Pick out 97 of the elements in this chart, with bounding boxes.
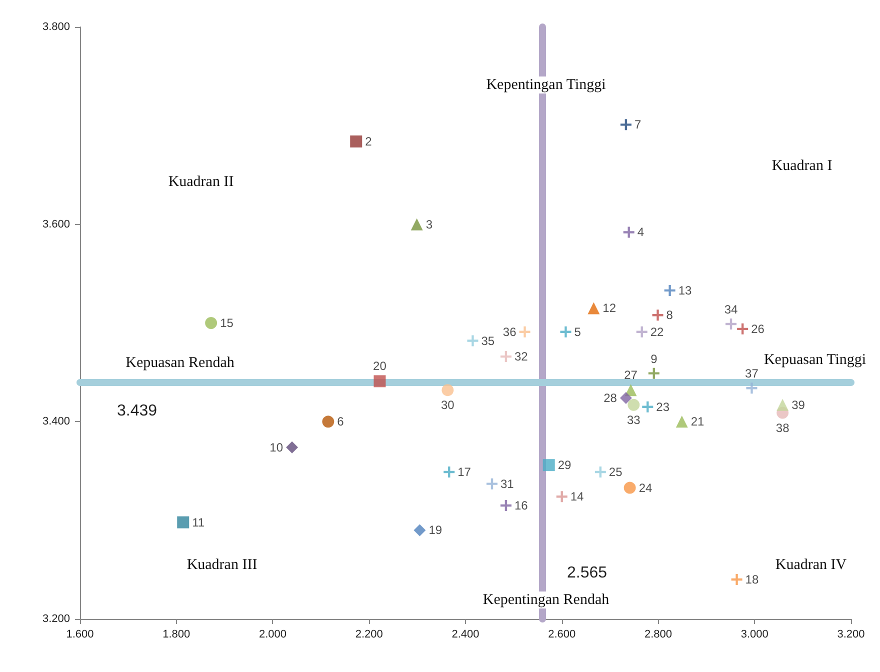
series-label: 6: [337, 414, 344, 429]
x-tick-label: 2.000: [258, 628, 287, 640]
series-label: 27: [624, 368, 638, 382]
series-label: 37: [745, 366, 759, 381]
point: [410, 218, 423, 230]
x-tick-label: 3.200: [837, 628, 865, 640]
series-label: 32: [514, 350, 528, 364]
annotation: Kepuasan Tinggi: [764, 352, 866, 368]
series-label: 26: [751, 322, 765, 336]
point: [414, 524, 426, 536]
series-label: 15: [220, 316, 234, 330]
series-label: 2: [365, 134, 372, 148]
series-label: 12: [602, 301, 616, 316]
series-label: 8: [666, 308, 674, 322]
point: [746, 382, 758, 394]
point: [652, 310, 664, 321]
point: [676, 416, 688, 428]
point: [731, 574, 742, 586]
point: [664, 284, 676, 296]
x-tick-label: 2.600: [548, 628, 576, 640]
ref-line-label: 3.439: [116, 402, 158, 420]
point: [648, 368, 660, 379]
point: [594, 466, 606, 478]
series-label: 34: [724, 302, 738, 316]
series-label: 14: [570, 490, 584, 504]
point: [500, 351, 512, 362]
x-tick-label: 1.600: [66, 628, 94, 640]
x-tick-label: 1.800: [162, 628, 190, 640]
series-label: 16: [514, 498, 528, 513]
series-label: 7: [634, 118, 642, 132]
series-label: 30: [440, 398, 455, 412]
series-label: 17: [458, 464, 472, 479]
x-tick-label: 2.200: [355, 628, 383, 640]
series-label: 31: [500, 476, 514, 491]
annotation: Kepentingan Rendah: [482, 592, 610, 608]
point: [556, 491, 568, 502]
x-tick-label: 3.000: [740, 628, 768, 640]
point: [486, 478, 498, 490]
point: [620, 119, 632, 130]
ref-line-label: 2.565: [566, 564, 608, 582]
y-tick-label: 3.200: [42, 613, 70, 625]
series-label: 3: [426, 217, 433, 232]
point: [444, 466, 455, 478]
series-label: 38: [776, 420, 790, 435]
point: [636, 326, 648, 338]
point: [542, 459, 555, 472]
point: [177, 516, 190, 528]
series-label: 35: [481, 334, 495, 348]
annotation: Kuadran II: [168, 174, 234, 190]
y-tick-label: 3.600: [42, 218, 70, 230]
point: [519, 326, 530, 338]
series-label: 10: [270, 440, 284, 454]
annotation: Kuadran III: [186, 557, 258, 573]
series-label: 39: [792, 398, 806, 412]
series-label: 33: [626, 412, 641, 427]
series-label: 20: [373, 359, 387, 374]
series-label: 5: [574, 324, 582, 339]
point: [624, 482, 636, 494]
point: [620, 392, 632, 404]
point: [628, 398, 640, 411]
point: [642, 401, 654, 412]
series-label: 9: [650, 352, 658, 366]
point: [322, 416, 334, 428]
point: [467, 335, 478, 346]
point: [374, 375, 386, 388]
annotation: Kepuasan Rendah: [126, 355, 235, 371]
series-label: 11: [192, 515, 205, 530]
series-label: 23: [656, 400, 670, 414]
x-tick-label: 2.400: [452, 628, 480, 640]
series-label: 18: [745, 572, 759, 587]
series-label: 19: [428, 523, 442, 538]
y-tick-label: 3.400: [42, 416, 70, 428]
point: [560, 326, 572, 338]
annotation: Kepentingan Tinggi: [486, 77, 606, 93]
point: [500, 500, 512, 512]
point: [588, 302, 600, 314]
annotation: Kuadran IV: [775, 557, 847, 573]
x-tick-label: 2.800: [644, 628, 672, 640]
series-label: 22: [650, 324, 664, 339]
y-tick-label: 3.800: [42, 21, 70, 33]
point: [726, 318, 737, 330]
point: [286, 441, 298, 454]
series-label: 29: [558, 458, 572, 472]
point: [623, 226, 634, 238]
point: [737, 323, 748, 334]
series-label: 25: [608, 464, 623, 479]
series-label: 13: [678, 283, 692, 298]
point: [350, 135, 362, 148]
series-label: 36: [502, 324, 517, 339]
annotation: Kuadran I: [772, 158, 832, 174]
series-label: 4: [637, 225, 644, 240]
point: [205, 317, 218, 329]
point: [776, 398, 789, 411]
series-label: 24: [638, 480, 652, 495]
point: [442, 384, 454, 396]
series-label: 28: [604, 390, 618, 405]
series-label: 21: [690, 414, 705, 429]
